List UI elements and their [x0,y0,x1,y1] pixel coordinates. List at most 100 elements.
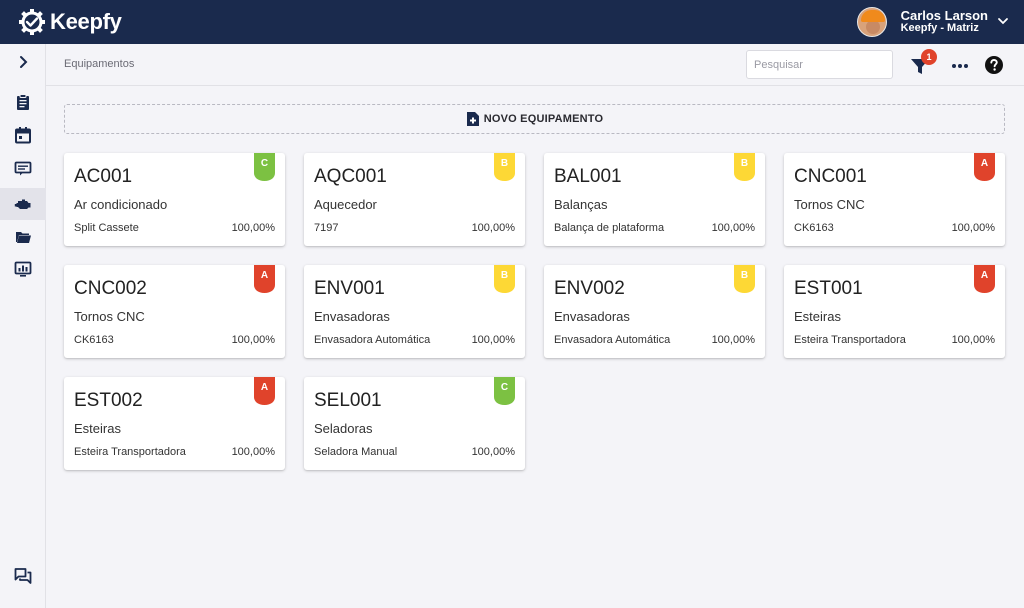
equipment-name: Seladoras [314,421,373,436]
equipment-name: Tornos CNC [794,197,865,212]
more-horizontal-icon [952,64,968,68]
equipment-card[interactable]: SEL001 Seladoras Seladora Manual 100,00% C [304,377,525,470]
sidebar [0,44,46,608]
criticality-badge: C [254,153,275,181]
chevron-down-icon[interactable] [996,14,1010,28]
page-header: Equipamentos 1 [46,44,1024,86]
criticality-label: B [500,158,509,169]
sidebar-item-checklists[interactable] [0,86,46,118]
equipment-code: EST002 [74,390,143,411]
equipment-model: Seladora Manual [314,446,398,458]
equipment-code: BAL001 [554,166,622,187]
calendar-icon [15,127,31,144]
criticality-badge: A [254,265,275,293]
filter-badge: 1 [921,49,937,65]
equipment-name: Tornos CNC [74,309,145,324]
equipment-percent: 100,00% [231,446,275,458]
equipment-name: Aquecedor [314,197,377,212]
sidebar-expand-button[interactable] [0,46,46,78]
chat-icon [14,568,32,584]
add-file-icon [466,112,479,126]
equipment-card[interactable]: CNC001 Tornos CNC CK6163 100,00% A [784,153,1005,246]
search-input[interactable] [746,50,893,79]
breadcrumb[interactable]: Equipamentos [64,58,135,70]
equipment-code: ENV001 [314,278,385,299]
criticality-label: A [260,270,269,281]
criticality-label: A [980,270,989,281]
avatar [856,7,887,37]
equipment-card[interactable]: AC001 Ar condicionado Split Cassete 100,00%… [64,153,285,246]
equipment-code: EST001 [794,278,863,299]
help-icon[interactable] [984,55,1004,75]
criticality-badge: C [494,377,515,405]
equipment-card[interactable]: CNC002 Tornos CNC CK6163 100,00% A [64,265,285,358]
equipment-card[interactable]: AQC001 Aquecedor 7197 100,00% B [304,153,525,246]
equipment-model: Esteira Transportadora [74,446,186,458]
equipment-code: ENV002 [554,278,625,299]
equipment-percent: 100,00% [951,222,995,234]
criticality-badge: A [254,377,275,405]
sidebar-item-folders[interactable] [0,221,46,253]
equipment-code: AC001 [74,166,133,187]
criticality-label: A [260,382,269,393]
criticality-badge: A [974,265,995,293]
user-name: Carlos Larson [900,8,988,23]
new-equipment-button[interactable]: NOVO EQUIPAMENTO [64,104,1005,134]
equipment-card[interactable]: EST001 Esteiras Esteira Transportadora 100,… [784,265,1005,358]
equipment-model: CK6163 [74,334,114,346]
equipment-card[interactable]: ENV001 Envasadoras Envasadora Automática 10… [304,265,525,358]
equipment-model: 7197 [314,222,339,234]
logo[interactable]: Keepfy [18,8,122,36]
equipment-code: CNC002 [74,278,147,299]
criticality-label: C [260,158,269,169]
top-bar: Keepfy Carlos Larson Keepfy - Matriz [0,0,1024,44]
equipment-name: Envasadoras [554,309,630,324]
equipment-percent: 100,00% [711,222,755,234]
equipment-code: AQC001 [314,166,387,187]
sidebar-item-calendar[interactable] [0,119,46,151]
equipment-model: Envasadora Automática [554,334,671,346]
equipment-code: CNC001 [794,166,867,187]
equipment-model: Split Cassete [74,222,139,234]
engine-icon [14,199,31,209]
ticket-icon [14,161,32,176]
equipment-model: Envasadora Automática [314,334,431,346]
equipment-percent: 100,00% [231,334,275,346]
equipment-card[interactable]: BAL001 Balanças Balança de plataforma 100,0… [544,153,765,246]
equipment-name: Esteiras [74,421,121,436]
criticality-label: B [740,270,749,281]
equipment-card[interactable]: EST002 Esteiras Esteira Transportadora 100,… [64,377,285,470]
new-equipment-label: NOVO EQUIPAMENTO [483,113,604,125]
equipment-percent: 100,00% [471,446,515,458]
chat-button[interactable] [0,560,46,592]
equipment-name: Balanças [554,197,608,212]
monitor-chart-icon [14,261,32,277]
user-org: Keepfy - Matriz [900,22,979,34]
equipment-percent: 100,00% [471,222,515,234]
equipment-code: SEL001 [314,390,382,411]
criticality-badge: B [734,153,755,181]
criticality-badge: A [974,153,995,181]
keepfy-logo-icon [19,9,45,35]
criticality-label: C [500,382,509,393]
equipment-percent: 100,00% [231,222,275,234]
user-menu[interactable]: Carlos Larson Keepfy - Matriz [856,0,1008,44]
equipment-name: Ar condicionado [74,197,168,212]
equipment-name: Esteiras [794,309,841,324]
sidebar-item-dashboard[interactable] [0,253,46,285]
equipment-card[interactable]: ENV002 Envasadoras Envasadora Automática 10… [544,265,765,358]
criticality-label: A [980,158,989,169]
equipment-model: Balança de plataforma [554,222,665,234]
criticality-badge: B [494,265,515,293]
criticality-label: B [740,158,749,169]
clipboard-icon [17,94,29,110]
equipment-percent: 100,00% [951,334,995,346]
sidebar-item-tickets[interactable] [0,152,46,184]
criticality-label: B [500,270,509,281]
folder-icon [16,232,31,243]
criticality-badge: B [734,265,755,293]
more-options-button[interactable] [948,54,972,78]
equipment-percent: 100,00% [711,334,755,346]
sidebar-item-equipment[interactable] [0,188,46,220]
equipment-model: Esteira Transportadora [794,334,906,346]
